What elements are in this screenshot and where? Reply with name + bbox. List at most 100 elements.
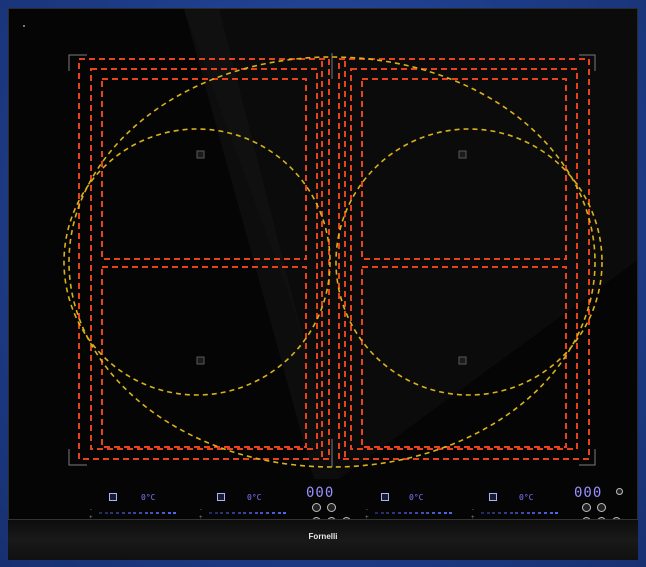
- zone-sensor-marker-icon: [196, 150, 205, 159]
- slider-step: [139, 512, 142, 514]
- slider-step: [121, 512, 125, 514]
- induction-hob: 0°C - + 0°C - + 000: [8, 8, 638, 556]
- slider-step: [209, 512, 212, 514]
- slider-step: [99, 512, 102, 514]
- power-slider[interactable]: - +: [89, 506, 183, 521]
- slider-step: [532, 512, 536, 514]
- slider-mark-plus: +: [365, 514, 369, 521]
- power-slider[interactable]: - +: [199, 506, 293, 521]
- slider-mark-minus: -: [365, 506, 369, 513]
- slider-step: [150, 512, 154, 514]
- slider-step: [492, 512, 496, 514]
- slider-mark-plus: +: [199, 514, 203, 521]
- slider-step: [173, 512, 177, 514]
- zone-right-outline: [338, 58, 590, 460]
- zone-ellipse-combined: [68, 56, 596, 468]
- zone-front-left: [101, 78, 307, 260]
- zone-select-button[interactable]: [381, 493, 389, 501]
- slider-step: [486, 512, 490, 514]
- slider-step: [549, 512, 553, 514]
- slider-step: [432, 512, 436, 514]
- zone-rectangles: [78, 58, 590, 460]
- zone-circles: [63, 56, 603, 468]
- zone-sensor-marker-icon: [458, 356, 467, 365]
- slider-mark-plus: +: [471, 514, 475, 521]
- slider-step: [415, 512, 418, 514]
- slider-mark-minus: -: [471, 506, 475, 513]
- slider-step: [397, 512, 401, 514]
- power-slider[interactable]: - +: [471, 506, 565, 521]
- zone-temp-display: 0°C: [247, 493, 262, 502]
- zone-circle-right-large: [335, 128, 603, 396]
- zone-corner-brackets: [68, 53, 596, 467]
- slider-step: [116, 512, 120, 514]
- zone-right-inner: [350, 68, 578, 450]
- slider-step: [214, 512, 218, 514]
- zone-sensor-marker-icon: [196, 356, 205, 365]
- zone-select-button[interactable]: [217, 493, 225, 501]
- slider-step: [161, 512, 165, 514]
- zone-rear-left: [101, 266, 307, 448]
- zone-front-right: [361, 78, 567, 260]
- zone-sensor-markers: [196, 150, 467, 365]
- slider-step: [220, 512, 224, 514]
- slider-step: [237, 512, 241, 514]
- slider-step: [409, 512, 413, 514]
- zone-select-button[interactable]: [109, 493, 117, 501]
- control-button-icon[interactable]: [597, 503, 606, 512]
- slider-step: [426, 512, 430, 514]
- control-button-icon[interactable]: [327, 503, 336, 512]
- slider-step: [481, 512, 484, 514]
- slider-step: [110, 512, 114, 514]
- slider-step: [375, 512, 378, 514]
- slider-step: [420, 512, 424, 514]
- slider-step: [260, 512, 264, 514]
- slider-step: [555, 512, 559, 514]
- zone-temp-display: 0°C: [519, 493, 534, 502]
- slider-step: [392, 512, 396, 514]
- timer-display-right: 000: [574, 485, 603, 501]
- slider-step: [526, 512, 530, 514]
- slider-step: [226, 512, 230, 514]
- zone-temp-display: 0°C: [141, 493, 156, 502]
- brand-logo: Fornelli: [308, 532, 338, 541]
- slider-step: [503, 512, 507, 514]
- slider-step: [133, 512, 137, 514]
- slider-step: [127, 512, 131, 514]
- slider-step: [249, 512, 252, 514]
- zone-left-outline: [78, 58, 330, 460]
- slider-step: [437, 512, 441, 514]
- zone-sensor-marker-icon: [458, 150, 467, 159]
- slider-mark-plus: +: [89, 514, 93, 521]
- slider-step: [521, 512, 524, 514]
- control-button-icon[interactable]: [582, 503, 591, 512]
- power-slider[interactable]: - +: [365, 506, 459, 521]
- slider-step: [403, 512, 407, 514]
- control-button-icon[interactable]: [616, 488, 623, 495]
- slider-step: [498, 512, 502, 514]
- slider-step: [156, 512, 160, 514]
- slider-step: [443, 512, 447, 514]
- zone-select-button[interactable]: [489, 493, 497, 501]
- timer-display-left: 000: [306, 485, 335, 501]
- cooking-zones-diagram: [63, 53, 603, 468]
- slider-mark-minus: -: [199, 506, 203, 513]
- zone-temp-display: 0°C: [409, 493, 424, 502]
- slider-step: [243, 512, 247, 514]
- slider-step: [104, 512, 108, 514]
- zone-left-inner: [90, 68, 318, 450]
- slider-step: [386, 512, 390, 514]
- slider-step: [231, 512, 235, 514]
- slider-step: [449, 512, 453, 514]
- control-button-icon[interactable]: [312, 503, 321, 512]
- slider-step: [167, 512, 171, 514]
- slider-step: [380, 512, 384, 514]
- touch-control-strip: 0°C - + 0°C - + 000: [9, 9, 637, 555]
- slider-step: [266, 512, 270, 514]
- slider-step: [538, 512, 542, 514]
- slider-step: [277, 512, 281, 514]
- slider-mark-minus: -: [89, 506, 93, 513]
- slider-step: [144, 512, 148, 514]
- slider-step: [254, 512, 258, 514]
